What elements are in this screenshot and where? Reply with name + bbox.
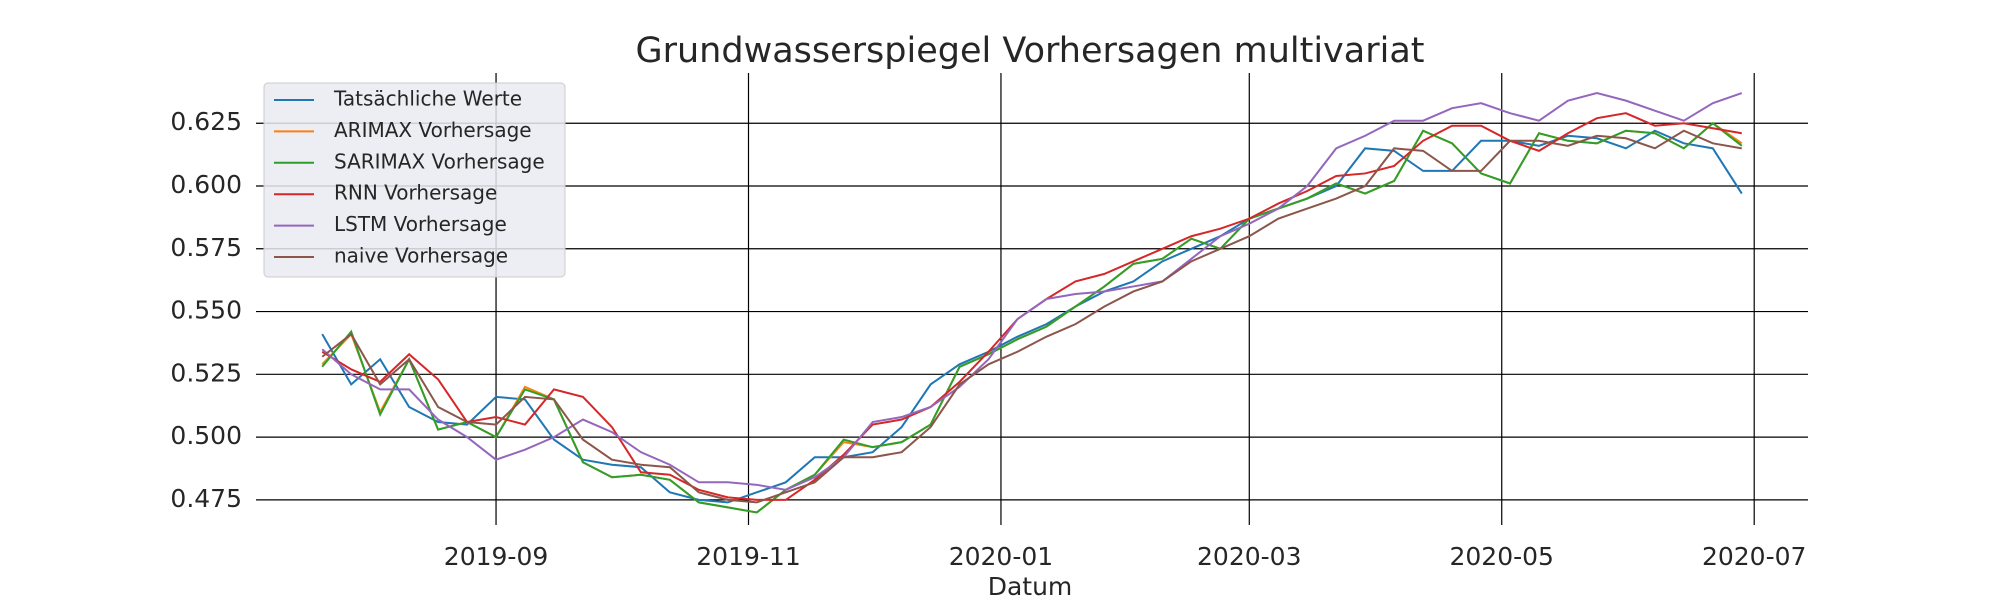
series-line [321, 129, 1742, 504]
legend-label: LSTM Vorhersage [334, 212, 507, 236]
y-tick-label: 0.475 [170, 484, 242, 513]
x-tick-label: 2019-11 [696, 542, 800, 571]
legend-label: RNN Vorhersage [334, 181, 497, 205]
series-line [321, 129, 1743, 504]
legend-label: ARIMAX Vorhersage [334, 118, 532, 142]
legend-label: Tatsächliche Werte [333, 87, 522, 111]
legend-label: naive Vorhersage [334, 244, 508, 268]
x-tick-label: 2019-09 [444, 542, 548, 571]
x-axis-label: Datum [988, 572, 1073, 600]
y-tick-label: 0.575 [170, 233, 242, 262]
chart-title: Grundwasserspiegel Vorhersagen multivari… [635, 31, 1424, 71]
y-tick-label: 0.525 [170, 358, 242, 387]
legend: Tatsächliche Werte ARIMAX Vorhersage SARIM… [263, 82, 566, 278]
x-tick-label: 2020-03 [1197, 542, 1301, 571]
y-tick-label: 0.500 [170, 421, 242, 450]
legend-label: SARIMAX Vorhersage [334, 149, 545, 173]
x-tick-label: 2020-01 [949, 542, 1053, 571]
legend-box [263, 82, 566, 278]
x-tick-label: 2020-07 [1702, 542, 1806, 571]
y-tick-label: 0.625 [170, 107, 242, 136]
series-line [321, 92, 1743, 491]
y-tick-label: 0.600 [170, 170, 242, 199]
series-line [321, 121, 1743, 514]
y-tick-label: 0.550 [170, 296, 242, 325]
x-tick-label: 2020-05 [1450, 542, 1554, 571]
